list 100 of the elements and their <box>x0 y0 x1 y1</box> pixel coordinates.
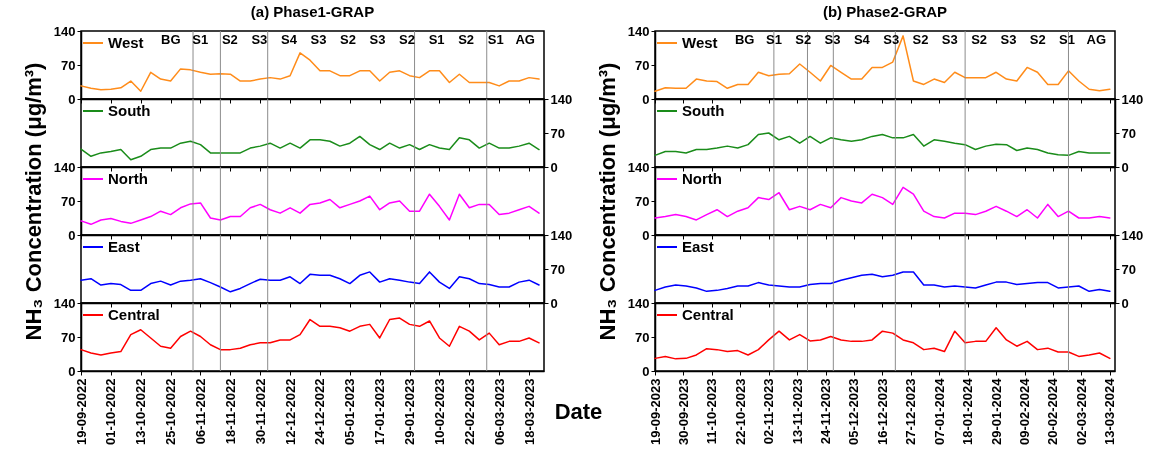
chart-title: (b) Phase2-GRAP <box>822 3 948 20</box>
y-tick-label: 70 <box>61 57 76 73</box>
legend-label: South <box>108 102 151 119</box>
x-tick-label: 16-12-2023 <box>874 378 890 445</box>
y-tick-label: 140 <box>627 23 650 39</box>
y-tick-label: 140 <box>627 295 650 311</box>
y-axis-title: NH₃ Concentration (μg/m³) <box>594 62 620 341</box>
y2-tick-label: 140 <box>1121 227 1144 243</box>
annotation: S4 <box>280 32 298 47</box>
line-series <box>80 193 540 226</box>
x-tick-label: 05-12-2023 <box>846 378 862 445</box>
line-series <box>654 35 1111 92</box>
annotation: S1 <box>766 32 782 47</box>
legend-label: North <box>682 170 722 187</box>
x-tick-label: 13-11-2023 <box>789 378 805 445</box>
x-tick-label: 18-03-2023 <box>521 378 537 445</box>
y2-tick-label: 0 <box>550 159 558 175</box>
annotation: S3 <box>369 32 386 47</box>
annotation: S2 <box>458 32 475 47</box>
x-tick-label: 22-02-2023 <box>461 378 477 445</box>
x-tick-label: 13-03-2024 <box>1102 377 1118 445</box>
line-series <box>80 52 540 92</box>
y-tick-label: 70 <box>635 57 650 73</box>
x-tick-label: 06-11-2022 <box>192 378 208 445</box>
y2-tick-label: 140 <box>1121 91 1144 107</box>
x-tick-label: 22-10-2023 <box>732 378 748 445</box>
x-tick-label: 02-11-2023 <box>761 378 777 445</box>
annotation: S3 <box>824 32 841 47</box>
annotation: S1 <box>487 32 504 47</box>
legend-label: Central <box>108 306 160 323</box>
x-tick-label: 24-11-2023 <box>818 378 834 445</box>
legend-label: South <box>682 102 725 119</box>
annotation: S2 <box>340 32 356 47</box>
x-tick-label: 12-12-2022 <box>282 378 298 445</box>
y-tick-label: 0 <box>68 227 76 243</box>
y-tick-label: 140 <box>53 295 76 311</box>
y-tick-label: 70 <box>61 329 76 345</box>
y2-tick-label: 70 <box>1121 261 1136 277</box>
y2-tick-label: 140 <box>550 227 573 243</box>
x-tick-label: 25-10-2022 <box>163 378 179 445</box>
annotation: S3 <box>310 32 327 47</box>
x-tick-label: 29-01-2023 <box>402 378 418 445</box>
y-tick-label: 70 <box>635 329 650 345</box>
y-tick-label: 140 <box>53 23 76 39</box>
annotation: S4 <box>853 32 871 47</box>
annotation: S2 <box>399 32 416 47</box>
annotation: S1 <box>428 32 445 47</box>
y-tick-label: 0 <box>642 363 650 379</box>
legend-label: Central <box>682 306 734 323</box>
legend-label: East <box>682 238 714 255</box>
line-series <box>654 327 1111 360</box>
x-tick-label: 18-01-2024 <box>960 377 976 445</box>
y-tick-label: 0 <box>68 91 76 107</box>
x-tick-label: 13-10-2022 <box>133 378 149 445</box>
line-series <box>80 135 540 161</box>
y2-tick-label: 70 <box>550 261 565 277</box>
x-tick-label: 20-02-2024 <box>1045 377 1061 445</box>
y-axis-title: NH₃ Concentration (μg/m³) <box>20 62 46 341</box>
annotation: S3 <box>941 32 958 47</box>
y-tick-label: 140 <box>627 159 650 175</box>
annotation: S3 <box>251 32 268 47</box>
x-tick-label: 07-01-2024 <box>931 377 947 445</box>
y2-tick-label: 0 <box>1121 295 1129 311</box>
x-tick-label: 27-12-2023 <box>903 378 919 445</box>
line-series <box>654 132 1111 157</box>
x-tick-label: 30-11-2022 <box>252 378 268 445</box>
y2-tick-label: 70 <box>1121 125 1136 141</box>
legend-label: North <box>108 170 148 187</box>
x-tick-label: 05-01-2023 <box>342 378 358 445</box>
line-series <box>654 271 1111 293</box>
y-tick-label: 0 <box>68 363 76 379</box>
annotation: S3 <box>883 32 900 47</box>
legend-label: East <box>108 238 140 255</box>
legend-label: West <box>682 34 718 51</box>
x-tick-label: 06-03-2023 <box>491 378 507 445</box>
x-tick-label: 30-09-2023 <box>675 378 691 445</box>
x-tick-label: 19-09-2022 <box>73 378 89 445</box>
annotation: S2 <box>912 32 929 47</box>
x-tick-label: 01-10-2022 <box>103 378 119 445</box>
annotation: S1 <box>192 32 209 47</box>
line-series <box>80 271 540 293</box>
legend-label: West <box>108 34 144 51</box>
x-tick-label: 11-10-2023 <box>704 378 720 445</box>
x-tick-label: 18-11-2022 <box>222 378 238 445</box>
annotation: S3 <box>1000 32 1017 47</box>
chart-title: (a) Phase1-GRAP <box>250 3 375 20</box>
annotation: S1 <box>1059 32 1075 47</box>
annotation: AG <box>1086 32 1107 47</box>
x-tick-label: 02-03-2024 <box>1073 377 1089 445</box>
y-tick-label: 0 <box>642 91 650 107</box>
x-tick-label: 19-09-2023 <box>647 378 663 445</box>
x-tick-label: 24-12-2022 <box>312 378 328 445</box>
line-series <box>654 186 1111 221</box>
annotation: BG <box>161 32 181 47</box>
annotation: S2 <box>971 32 988 47</box>
annotation: AG <box>515 32 535 47</box>
y2-tick-label: 0 <box>1121 159 1129 175</box>
annotation: S2 <box>1029 32 1046 47</box>
y2-tick-label: 140 <box>550 91 573 107</box>
x-tick-label: 17-01-2023 <box>372 378 388 445</box>
